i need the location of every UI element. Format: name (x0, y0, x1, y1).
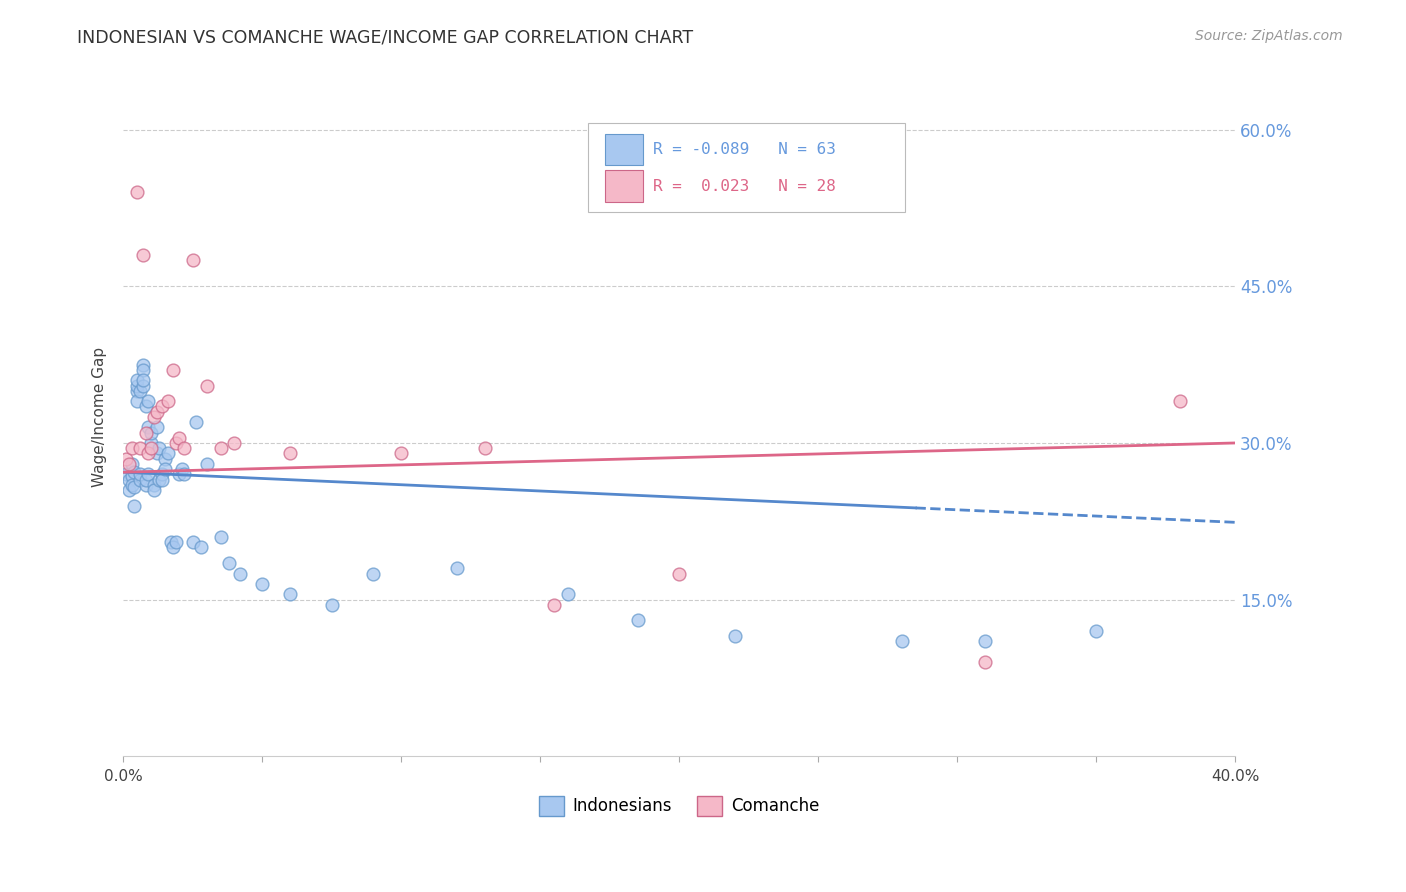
Point (115, 467, 138, 482)
Point (724, 629, 747, 643)
Point (557, 587, 579, 601)
Point (135, 473, 157, 487)
Point (129, 473, 152, 487)
Point (136, 446, 159, 460)
Point (129, 441, 152, 455)
Point (153, 462, 176, 476)
Point (389, 446, 412, 460)
Legend: Indonesians, Comanche: Indonesians, Comanche (533, 789, 825, 822)
Point (127, 373, 149, 387)
Text: Source: ZipAtlas.com: Source: ZipAtlas.com (1195, 29, 1343, 43)
Point (626, 614, 648, 628)
Point (136, 467, 159, 482)
Point (159, 535, 181, 549)
Point (132, 373, 155, 387)
Point (118, 473, 141, 487)
Point (124, 480, 146, 494)
Point (139, 436, 162, 450)
Point (150, 473, 173, 487)
Point (173, 441, 195, 455)
Point (142, 477, 165, 491)
Point (136, 394, 159, 409)
Point (115, 451, 138, 466)
Point (121, 441, 143, 455)
Point (132, 358, 155, 372)
Point (129, 384, 152, 398)
Point (121, 457, 143, 471)
Point (135, 425, 157, 440)
Point (132, 363, 155, 377)
Point (446, 561, 468, 575)
Point (668, 566, 690, 581)
Point (145, 420, 167, 434)
Point (118, 457, 141, 471)
Point (132, 248, 155, 262)
Point (167, 467, 190, 482)
Point (162, 363, 184, 377)
Point (224, 436, 246, 450)
Point (145, 404, 167, 418)
Point (321, 598, 343, 612)
Point (195, 378, 218, 392)
Point (190, 541, 212, 555)
Point (170, 462, 193, 476)
Point (145, 446, 167, 460)
Point (118, 483, 141, 497)
Point (165, 436, 187, 450)
Text: INDONESIAN VS COMANCHE WAGE/INCOME GAP CORRELATION CHART: INDONESIAN VS COMANCHE WAGE/INCOME GAP C… (77, 29, 693, 46)
Point (135, 477, 157, 491)
Point (127, 394, 149, 409)
Point (173, 467, 195, 482)
Point (165, 535, 187, 549)
Point (129, 467, 152, 482)
Point (543, 598, 565, 612)
Point (181, 535, 204, 549)
Point (127, 384, 149, 398)
Point (252, 577, 274, 591)
Point (162, 541, 184, 555)
Point (136, 420, 159, 434)
Point (218, 556, 240, 570)
Point (195, 457, 218, 471)
Point (139, 441, 162, 455)
Point (209, 441, 232, 455)
Point (181, 253, 204, 268)
Point (153, 451, 176, 466)
Point (150, 400, 173, 414)
Point (148, 441, 170, 455)
Point (890, 634, 912, 648)
Point (974, 634, 997, 648)
Point (132, 378, 155, 392)
Y-axis label: Wage/Income Gap: Wage/Income Gap (93, 347, 107, 487)
Point (124, 465, 146, 479)
Point (121, 469, 143, 483)
Point (156, 446, 179, 460)
Point (209, 530, 232, 544)
Point (278, 446, 301, 460)
Point (474, 441, 496, 455)
Point (1168, 394, 1191, 409)
Point (184, 415, 207, 429)
Point (363, 566, 385, 581)
Point (156, 394, 179, 409)
Point (142, 409, 165, 424)
Point (127, 186, 149, 200)
Point (139, 425, 162, 440)
Point (135, 400, 157, 414)
Point (124, 499, 146, 513)
Point (148, 473, 170, 487)
Point (127, 378, 149, 392)
Point (278, 587, 301, 601)
Point (121, 477, 143, 491)
Point (974, 655, 997, 669)
Point (1085, 624, 1108, 638)
Point (150, 467, 173, 482)
Text: R =  0.023   N = 28: R = 0.023 N = 28 (652, 178, 835, 194)
Text: R = -0.089   N = 63: R = -0.089 N = 63 (652, 142, 835, 157)
Point (229, 566, 252, 581)
Point (167, 431, 190, 445)
Point (142, 483, 165, 497)
